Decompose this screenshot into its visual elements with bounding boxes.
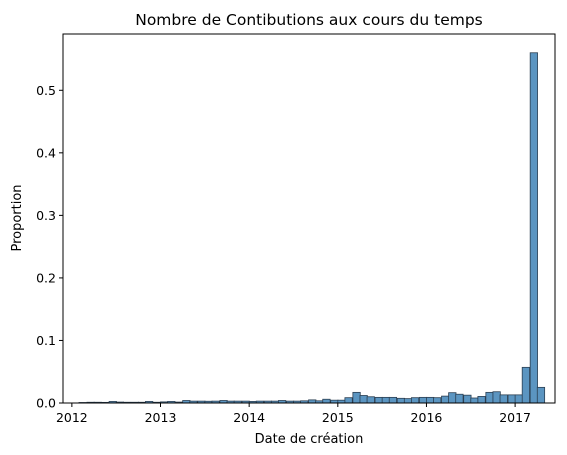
chart-title: Nombre de Contibutions aux cours du temp…: [135, 11, 483, 29]
histogram-bar-36: [344, 397, 353, 404]
y-axis-ticks: 0.0 0.1 0.2 0.3 0.4 0.5: [36, 83, 63, 411]
histogram-bar-62: [536, 386, 546, 404]
histogram-bar-33: [322, 398, 331, 404]
histogram-bar-60: [521, 366, 530, 404]
histogram-bar-40: [374, 396, 383, 404]
y-axis-label: Proportion: [10, 184, 25, 251]
histogram-bar-59: [514, 394, 523, 404]
histogram-bar-37: [352, 391, 361, 404]
x-tick-label-0: 2012: [56, 410, 88, 425]
x-axis-ticks: 2012 2013 2014 2015 2016 2017: [56, 403, 531, 425]
histogram-bar-48: [433, 397, 442, 404]
histogram-bar-47: [426, 396, 435, 404]
x-axis-label: Date de création: [255, 432, 364, 447]
histogram-bar-46: [418, 396, 428, 404]
histogram-bar-43: [396, 397, 405, 404]
histogram-bar-45: [410, 397, 420, 404]
x-tick-label-2: 2014: [233, 410, 265, 425]
y-tick-label-4: 0.4: [36, 145, 56, 160]
x-tick-label-1: 2013: [145, 410, 177, 425]
y-tick-label-1: 0.1: [36, 333, 56, 348]
histogram-bar-52: [463, 394, 472, 404]
y-tick-label-2: 0.2: [36, 270, 56, 285]
histogram-bar-39: [366, 396, 375, 404]
histogram-bar-42: [388, 396, 398, 404]
histogram-bar-41: [381, 396, 390, 404]
histogram-bar-38: [359, 395, 368, 404]
histogram-bar-49: [441, 395, 450, 404]
bars-group: [78, 52, 546, 404]
histogram-bar-53: [470, 397, 479, 404]
x-tick-label-4: 2016: [411, 410, 443, 425]
y-tick-label-5: 0.5: [36, 83, 56, 98]
histogram-bar-61: [529, 52, 538, 404]
histogram-bar-57: [499, 394, 508, 404]
histogram-bar-55: [485, 391, 494, 404]
y-tick-label-0: 0.0: [36, 396, 56, 411]
histogram-bar-54: [477, 396, 486, 404]
histogram-bar-44: [403, 398, 413, 404]
histogram-bar-50: [448, 392, 457, 404]
x-tick-label-3: 2015: [322, 410, 354, 425]
histogram-bar-56: [492, 391, 501, 404]
y-tick-label-3: 0.3: [36, 208, 56, 223]
plot-frame: [62, 33, 556, 404]
histogram-bar-58: [507, 394, 516, 404]
histogram-bar-51: [455, 393, 464, 404]
x-tick-label-5: 2017: [499, 410, 531, 425]
